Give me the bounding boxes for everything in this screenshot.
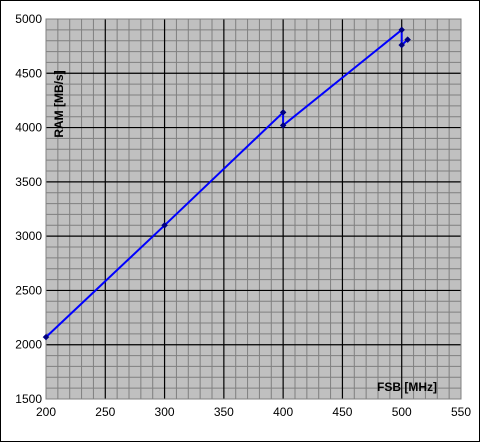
plot-area [42,18,462,400]
y-tick-label: 3000 [15,229,42,243]
x-tick-label: 450 [332,405,352,419]
data-point-marker [279,122,287,129]
y-tick-label: 3500 [15,175,42,189]
x-axis-tick-labels: 200 250 300 350 400 450 500 550 [36,405,471,419]
y-tick-label: 2000 [15,338,42,352]
y-tick-label: 4000 [15,121,42,135]
x-tick-label: 400 [273,405,293,419]
x-axis-title: FSB [MHz] [377,380,437,394]
y-tick-label: 1500 [15,392,42,406]
data-point-marker [398,26,406,34]
series-layer [42,26,411,341]
y-tick-label: 4500 [15,66,42,80]
major-gridlines [46,19,461,399]
plot-border [45,18,462,400]
x-tick-label: 200 [36,405,56,419]
data-point-marker [398,41,406,49]
data-point-marker [42,333,50,341]
data-point-marker [279,109,287,116]
y-tick-label: 5000 [15,12,42,26]
x-tick-label: 300 [155,405,175,419]
y-axis-title: RAM [MB/s] [52,70,66,137]
data-point-marker [161,221,168,229]
x-tick-label: 350 [214,405,234,419]
x-tick-label: 550 [451,405,471,419]
x-tick-label: 500 [392,405,412,419]
plot-background [46,19,461,399]
data-point-marker [404,36,411,43]
y-tick-label: 2500 [15,283,42,297]
x-tick-label: 250 [95,405,115,419]
minor-gridlines [46,19,461,399]
y-axis-tick-labels: 1500 2000 2500 3000 3500 4000 4500 5000 [15,12,42,406]
